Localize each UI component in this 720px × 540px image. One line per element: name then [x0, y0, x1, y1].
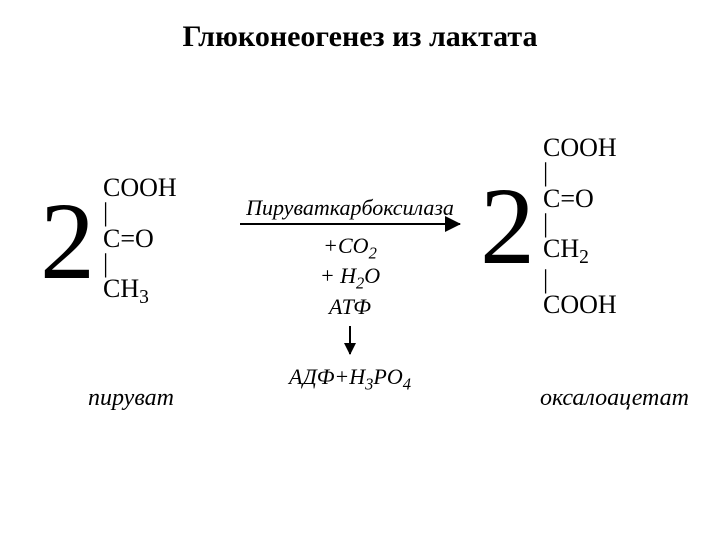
product-molecule: COOH|C=O|CH2|COOH	[543, 130, 617, 323]
reactant-label: пируват	[88, 385, 174, 412]
product-coef: 2	[480, 171, 535, 281]
reaction-center: Пируваткарбоксилаза +CO2+ H2OАТФ АДФ+H3P…	[240, 195, 460, 394]
reaction-arrow	[240, 223, 460, 225]
reactant-block: 2 COOH|C=O|CH3	[40, 170, 177, 312]
product-label: оксалоацетат	[540, 385, 689, 412]
reactant-molecule: COOH|C=O|CH3	[103, 170, 177, 312]
product-block: 2 COOH|C=O|CH2|COOH	[480, 130, 617, 323]
enzyme-label: Пируваткарбоксилаза	[246, 195, 454, 221]
products-below: АДФ+H3PO4	[289, 364, 411, 394]
page-title: Глюконеогенез из лактата	[0, 0, 720, 54]
reactant-coef: 2	[40, 186, 95, 296]
down-arrow	[349, 326, 351, 354]
cofactors: +CO2+ H2OАТФ	[320, 233, 380, 320]
